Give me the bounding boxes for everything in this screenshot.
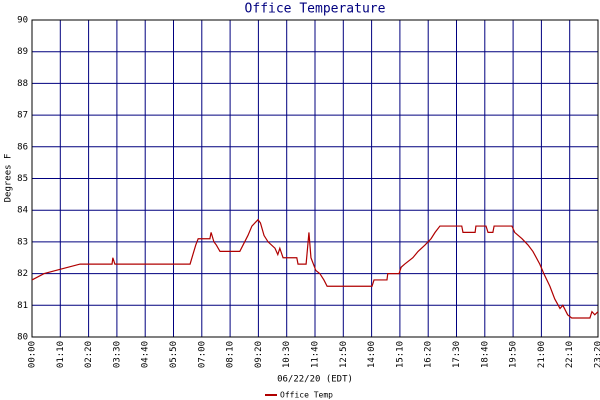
y-tick-label: 81: [17, 301, 28, 311]
x-axis-label: 06/22/20 (EDT): [277, 375, 353, 385]
x-tick-label: 09:20: [254, 341, 264, 368]
data-line: [31, 218, 599, 319]
x-tick-label: 07:00: [197, 341, 207, 368]
x-tick-label: 17:30: [452, 341, 462, 368]
x-tick-label: 23:20: [594, 341, 600, 368]
x-tick-label: 21:00: [537, 341, 547, 368]
y-tick-label: 83: [17, 237, 28, 247]
x-tick-label: 08:10: [226, 341, 236, 368]
x-tick-label: 05:50: [169, 341, 179, 368]
y-tick-label: 87: [17, 111, 28, 121]
x-tick-label: 10:30: [282, 341, 292, 368]
x-tick-label: 19:50: [509, 341, 519, 368]
x-tick-label: 16:20: [424, 341, 434, 368]
plot-border: [31, 19, 599, 338]
y-tick-label: 86: [17, 142, 28, 152]
y-tick-label: 84: [17, 206, 28, 216]
x-tick-label: 22:10: [565, 341, 575, 368]
y-tick-label: 85: [17, 174, 28, 184]
x-tick-label: 12:50: [339, 341, 349, 368]
y-tick-label: 88: [17, 79, 28, 89]
y-axis-label: Degrees F: [4, 154, 14, 203]
x-tick-label: 03:30: [112, 341, 122, 368]
y-tick-label: 90: [17, 16, 28, 26]
chart-title: Office Temperature: [245, 2, 386, 17]
legend-label: Office Temp: [280, 391, 333, 400]
x-tick-label: 04:40: [141, 341, 151, 368]
x-tick-label: 02:20: [84, 341, 94, 368]
y-tick-label: 82: [17, 269, 28, 279]
x-tick-label: 15:10: [395, 341, 405, 368]
x-tick-label: 14:00: [367, 341, 377, 368]
x-tick-label: 01:10: [56, 341, 66, 368]
y-tick-label: 89: [17, 47, 28, 57]
y-tick-label: 80: [17, 333, 28, 343]
x-tick-label: 11:40: [311, 341, 321, 368]
x-tick-label: 18:40: [480, 341, 490, 368]
x-tick-label: 00:00: [28, 341, 38, 368]
